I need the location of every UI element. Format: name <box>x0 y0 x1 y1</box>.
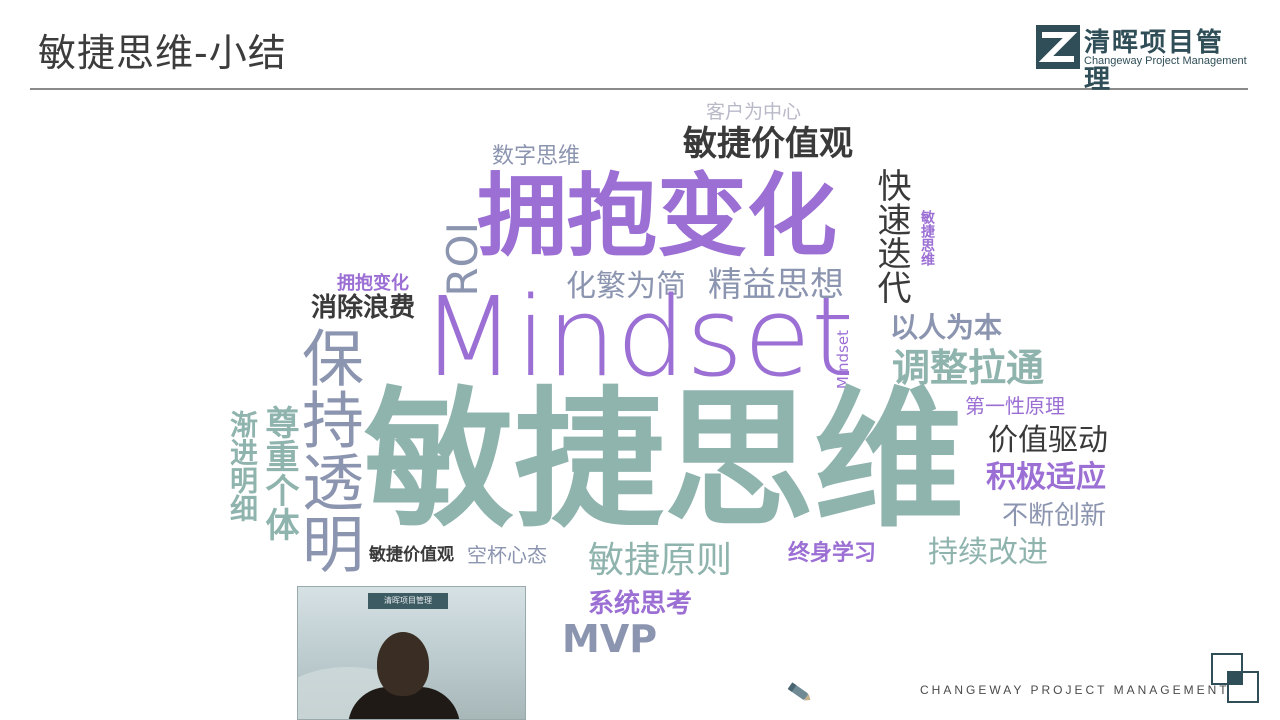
cloud-word: 敏捷原则 <box>588 540 733 581</box>
cloud-word: 持续改进 <box>928 535 1048 570</box>
presenter-head <box>377 632 429 696</box>
cloud-word: 快速迭代 <box>871 168 911 304</box>
cloud-word: MVP <box>562 617 658 661</box>
logo-chinese-text: 清晖项目管理 <box>1084 28 1225 95</box>
corner-squares-icon <box>1211 653 1259 703</box>
cloud-word: 以人为本 <box>890 311 1003 344</box>
cloud-word: 消除浪费 <box>311 293 416 323</box>
cloud-word: 拥抱变化 <box>337 273 409 294</box>
logo-english-text: Changeway Project Management <box>1084 55 1247 67</box>
cloud-word: 数字思维 <box>492 144 581 169</box>
cloud-word: 保持透明 <box>291 326 364 574</box>
cloud-word: 价值驱动 <box>988 423 1108 458</box>
pen-icon[interactable] <box>784 681 814 703</box>
cloud-word: 调整拉通 <box>892 346 1045 390</box>
cloud-word: 化繁为简 <box>566 269 686 304</box>
cloud-word: Mindset <box>421 273 855 401</box>
cloud-word: 客户为中心 <box>706 101 802 123</box>
cloud-word: 敏捷价值观 <box>369 545 454 565</box>
cloud-word: 不断创新 <box>1002 501 1107 531</box>
cloud-word: 精益思想 <box>708 265 844 305</box>
brand-logo: 清晖项目管理 Changeway Project Management <box>1036 22 1250 95</box>
presenter-video: 清晖项目管理 <box>297 586 526 720</box>
page-title: 敏捷思维-小结 <box>38 31 287 75</box>
cloud-word: 敏捷思维 <box>364 374 965 548</box>
cloud-word: 空杯心态 <box>467 543 547 567</box>
cloud-word: 积极适应 <box>986 460 1106 495</box>
cloud-word: 渐进明细 <box>226 410 259 522</box>
changeway-logo-icon <box>1036 25 1080 69</box>
cloud-word: 尊重个体 <box>259 405 299 541</box>
cloud-word: 第一性原理 <box>965 394 1065 418</box>
cloud-word: 系统思考 <box>588 589 693 619</box>
video-logo: 清晖项目管理 <box>368 593 448 609</box>
header-divider <box>30 88 1248 90</box>
cloud-word: 终身学习 <box>788 541 877 566</box>
cloud-word: 敏捷价值观 <box>683 124 853 164</box>
footer-brand-text: CHANGEWAY PROJECT MANAGEMENT <box>920 683 1230 697</box>
cloud-word: 敏捷思维 <box>919 210 935 266</box>
cloud-word: 拥抱变化 <box>477 164 837 269</box>
